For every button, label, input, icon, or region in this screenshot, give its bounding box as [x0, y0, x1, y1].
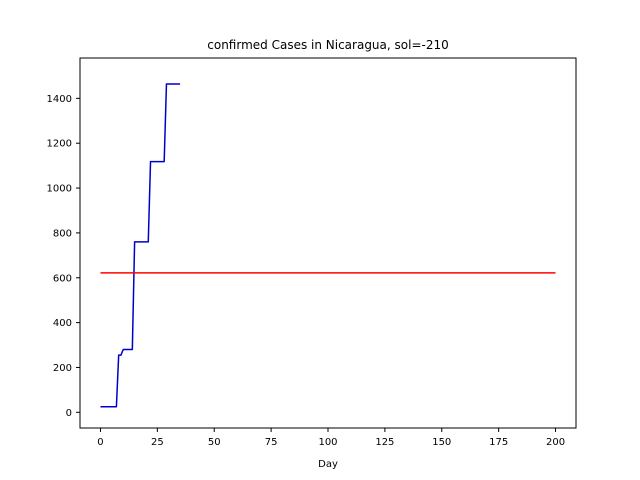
x-axis-label: Day [318, 459, 338, 470]
x-tick-label: 100 [318, 437, 337, 448]
x-tick-label: 200 [546, 437, 565, 448]
y-axis: 0 200 400 600 800 1000 1200 1400 [47, 94, 80, 419]
series-line-1 [100, 83, 181, 408]
x-tick-label: 0 [97, 437, 103, 448]
y-tick-label: 1000 [47, 184, 72, 195]
y-tick-label: 1200 [47, 139, 72, 150]
x-tick-label: 125 [375, 437, 394, 448]
plot-frame [79, 57, 577, 429]
x-tick-label: 25 [151, 437, 164, 448]
y-tick-label: 600 [53, 273, 72, 284]
x-axis: 0 25 50 75 100 125 150 175 200 [97, 428, 565, 448]
y-tick-label: 400 [53, 318, 72, 329]
x-tick-label: 50 [208, 437, 221, 448]
plot-series [100, 83, 556, 408]
y-tick-label: 800 [53, 228, 72, 239]
y-tick-label: 1400 [47, 94, 72, 105]
x-tick-label: 175 [489, 437, 508, 448]
x-tick-label: 75 [265, 437, 278, 448]
y-tick-label: 200 [53, 363, 72, 374]
x-tick-label: 150 [432, 437, 451, 448]
chart-title: confirmed Cases in Nicaragua, sol=-210 [207, 38, 449, 52]
y-tick-label: 0 [66, 408, 72, 419]
